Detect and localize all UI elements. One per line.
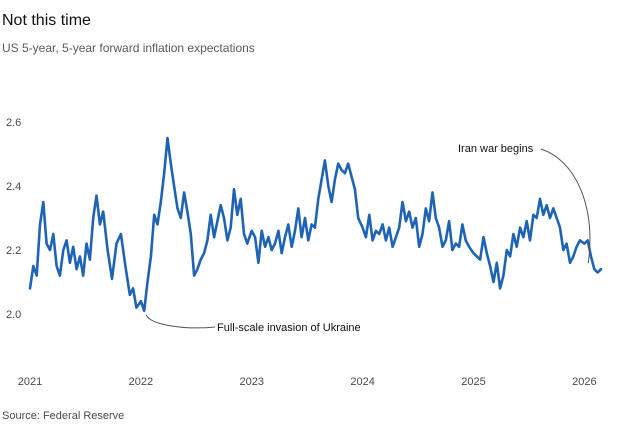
annotation-leader-line	[540, 148, 591, 264]
x-tick-label: 2023	[240, 376, 264, 388]
x-tick-label: 2021	[18, 376, 42, 388]
chart-subtitle: US 5-year, 5-year forward inflation expe…	[2, 41, 255, 55]
y-axis: 2.0 2.2 2.4 2.6	[6, 117, 21, 321]
chart-title: Not this time	[2, 12, 91, 29]
annotation-label: Iran war begins	[458, 143, 534, 155]
x-axis: 2021 2022 2023 2024 2025 2026	[18, 376, 597, 388]
y-tick-label: 2.4	[6, 181, 21, 193]
series-layer	[28, 136, 603, 313]
x-tick-label: 2022	[129, 376, 153, 388]
y-tick-label: 2.2	[6, 245, 21, 257]
x-tick-label: 2025	[461, 376, 485, 388]
annotation-leader-line	[145, 314, 216, 329]
annotations-layer: Iran war begins Full-scale invasion of Uk…	[145, 143, 591, 334]
y-tick-label: 2.0	[6, 309, 21, 321]
annotation-label: Full-scale invasion of Ukraine	[217, 322, 361, 334]
chart-source: Source: Federal Reserve	[2, 410, 124, 422]
y-tick-label: 2.6	[6, 117, 21, 129]
x-tick-label: 2026	[572, 376, 596, 388]
series-line	[28, 136, 603, 313]
x-tick-label: 2024	[350, 376, 374, 388]
